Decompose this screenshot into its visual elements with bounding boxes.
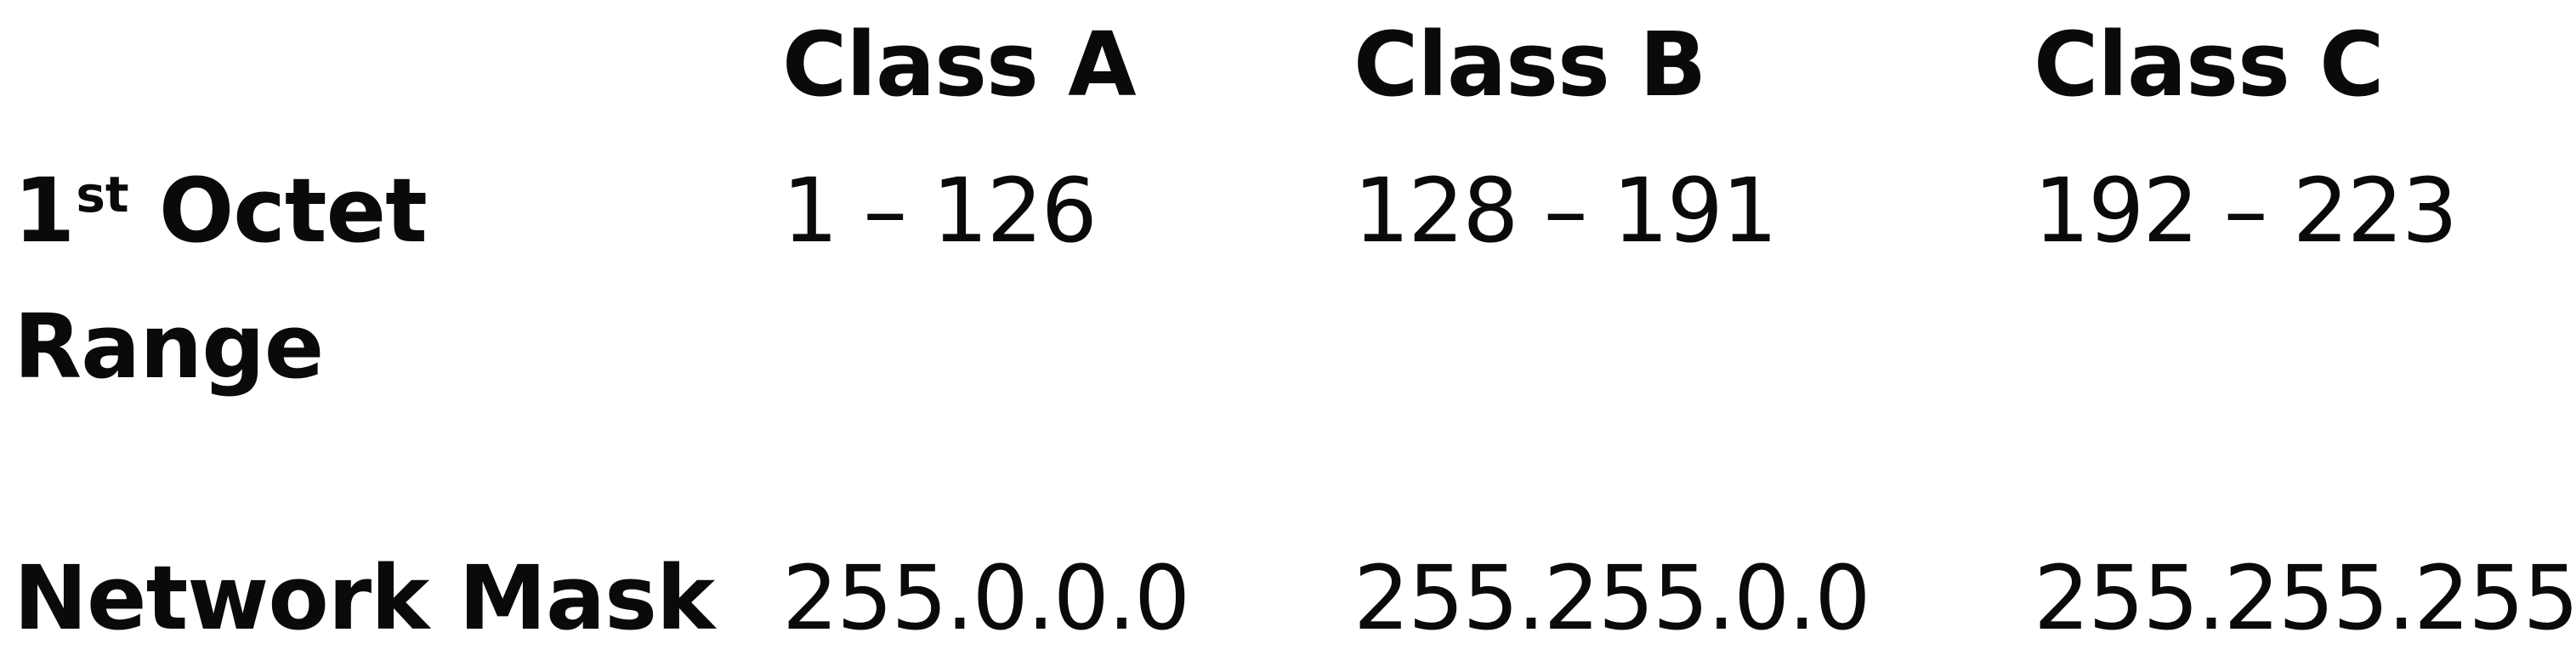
row-label-octet-range: 1st Octet bbox=[14, 166, 428, 255]
network-mask-class-a: 255.0.0.0 bbox=[782, 546, 1190, 650]
octet-range-class-a: 1 – 126 bbox=[782, 159, 1098, 263]
network-mask-class-c: 255.255.255.0 bbox=[2034, 546, 2576, 650]
network-mask-class-b: 255.255.0.0 bbox=[1353, 546, 1871, 650]
octet-number: 1 bbox=[14, 159, 75, 263]
octet-ordinal-suffix: st bbox=[76, 166, 129, 223]
row-label-octet-range-line2: Range bbox=[14, 295, 324, 398]
octet-word: Octet bbox=[158, 159, 428, 263]
header-class-b: Class B bbox=[1353, 13, 1706, 116]
header-class-a: Class A bbox=[782, 13, 1137, 116]
header-class-c: Class C bbox=[2034, 13, 2384, 116]
row-label-network-mask: Network Mask bbox=[14, 546, 715, 650]
octet-range-class-b: 128 – 191 bbox=[1353, 159, 1778, 263]
octet-range-class-c: 192 – 223 bbox=[2034, 159, 2458, 263]
